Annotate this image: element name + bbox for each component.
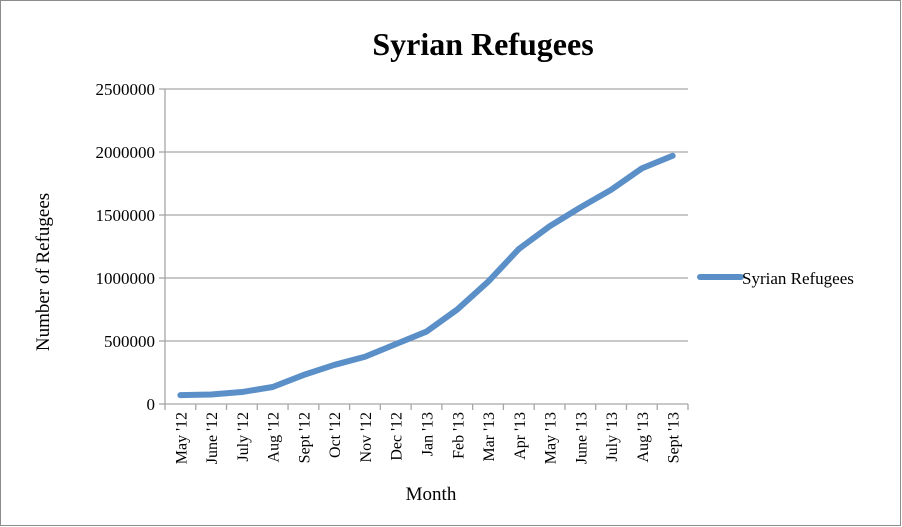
x-tick-label: Apr '13 bbox=[512, 412, 529, 460]
x-tick-label: Oct '12 bbox=[327, 412, 344, 458]
y-tick-label: 500000 bbox=[104, 332, 155, 351]
y-axis-label: Number of Refugees bbox=[33, 193, 54, 351]
legend: Syrian Refugees bbox=[697, 269, 854, 288]
x-tick-label: Mar '13 bbox=[481, 412, 498, 462]
y-tick-label: 2000000 bbox=[96, 143, 156, 162]
x-tick-label: Jan '13 bbox=[420, 412, 437, 456]
y-tick-label: 1500000 bbox=[96, 206, 156, 225]
x-tick-label: June '12 bbox=[204, 412, 221, 464]
x-tick-label: Dec '12 bbox=[389, 412, 406, 461]
x-tick-label: Nov '12 bbox=[358, 412, 375, 462]
x-tick-label: May '13 bbox=[543, 412, 560, 464]
y-tick-label: 0 bbox=[147, 395, 156, 414]
x-tick-label: July '12 bbox=[235, 412, 252, 462]
x-tick-label: Aug '13 bbox=[635, 412, 652, 462]
x-tick-label: June '13 bbox=[573, 412, 590, 464]
chart-title: Syrian Refugees bbox=[372, 26, 593, 62]
x-tick-label: Sept '12 bbox=[296, 412, 313, 463]
x-axis-label: Month bbox=[406, 484, 457, 505]
x-tick-label: Aug '12 bbox=[266, 412, 283, 462]
legend-label: Syrian Refugees bbox=[742, 269, 854, 288]
y-tick-label: 1000000 bbox=[96, 269, 156, 288]
x-tick-label: May '12 bbox=[173, 412, 190, 464]
x-tick-label: Sept '13 bbox=[666, 412, 683, 463]
x-tick-label: Feb '13 bbox=[450, 412, 467, 459]
x-tick-label: July '13 bbox=[604, 412, 621, 462]
y-tick-label: 2500000 bbox=[96, 80, 156, 99]
